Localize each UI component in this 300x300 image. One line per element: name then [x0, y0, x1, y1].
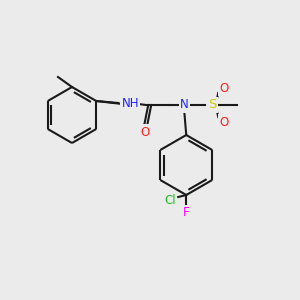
Text: O: O: [220, 82, 229, 94]
Text: N: N: [180, 98, 189, 112]
Text: O: O: [141, 125, 150, 139]
Text: Cl: Cl: [164, 194, 176, 208]
Text: S: S: [208, 98, 216, 112]
Text: F: F: [183, 206, 190, 220]
Text: NH: NH: [122, 97, 139, 110]
Text: O: O: [220, 116, 229, 128]
